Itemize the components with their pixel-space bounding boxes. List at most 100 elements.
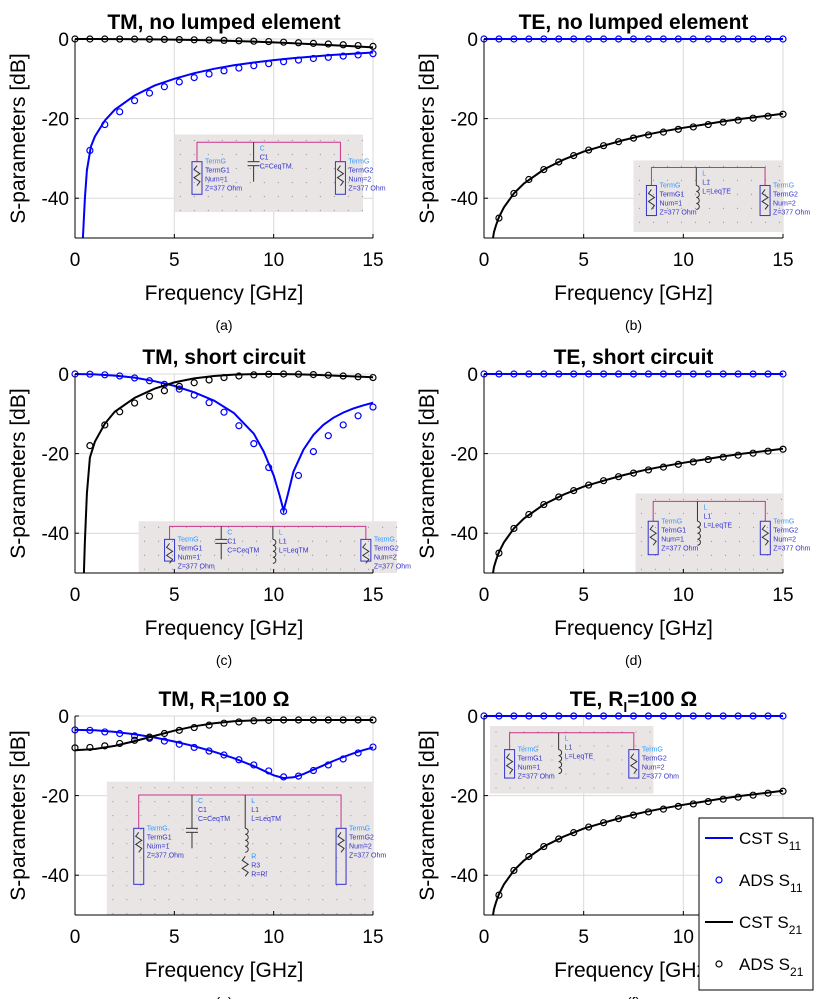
data-point-ads-s11 bbox=[734, 712, 742, 720]
element-value: L=LeqTE bbox=[702, 189, 731, 196]
grid-dot bbox=[269, 568, 272, 570]
grid-dot bbox=[752, 540, 755, 543]
panel-caption: (d) bbox=[625, 652, 642, 668]
grid-dot bbox=[724, 554, 727, 557]
data-point-ads-s21 bbox=[779, 787, 787, 795]
data-point-ads-s21 bbox=[704, 455, 712, 464]
data-point-ads-s11 bbox=[86, 370, 94, 378]
grid-dot bbox=[395, 554, 398, 556]
grid-dot bbox=[339, 554, 342, 556]
grid-dot bbox=[277, 139, 279, 142]
data-point-ads-s21 bbox=[585, 146, 593, 154]
grid-dot bbox=[495, 745, 497, 747]
data-point-ads-s11 bbox=[629, 370, 638, 378]
grid-dot bbox=[780, 526, 783, 529]
grid-dot bbox=[210, 787, 212, 789]
element-name: L1 bbox=[279, 538, 287, 545]
x-axis-label: Frequency [GHz] bbox=[145, 282, 304, 305]
grid-dot bbox=[635, 787, 637, 789]
grid-dot bbox=[179, 209, 181, 212]
grid-dot bbox=[750, 165, 753, 167]
grid-dot bbox=[322, 787, 324, 789]
grid-dot bbox=[249, 139, 251, 142]
grid-dot bbox=[607, 787, 609, 789]
grid-dot bbox=[154, 885, 156, 887]
element-value: L=LeqTE bbox=[703, 522, 732, 529]
grid-dot bbox=[708, 179, 711, 181]
grid-dot bbox=[710, 512, 713, 515]
data-point-ads-s11 bbox=[764, 370, 772, 378]
element-tag: L bbox=[279, 529, 283, 536]
grid-dot bbox=[266, 913, 268, 915]
element-tag: L bbox=[565, 736, 569, 743]
grid-dot bbox=[361, 167, 363, 170]
circuit-schematic: TermG TermG1 Num=1 Z=377 Ohm TermG TermG2 Num=… bbox=[106, 781, 386, 915]
data-point-ads-s21 bbox=[131, 35, 139, 43]
grid-dot bbox=[333, 167, 335, 170]
circuit-port: TermG TermG2 Num=2 Z=377 Ohm bbox=[335, 825, 386, 885]
port-tag: TermG bbox=[147, 825, 168, 832]
legend-label: ADS S11 bbox=[739, 871, 803, 895]
resistor-icon bbox=[193, 165, 201, 186]
y-tick-label: -20 bbox=[42, 445, 69, 466]
grid-dot bbox=[724, 540, 727, 543]
grid-dot bbox=[680, 221, 683, 223]
grid-dot bbox=[311, 568, 314, 570]
grid-dot bbox=[154, 801, 156, 803]
grid-dot bbox=[112, 801, 114, 803]
grid-dot bbox=[736, 165, 739, 167]
grid-dot bbox=[308, 899, 310, 901]
port-num: Num=1 bbox=[178, 554, 201, 561]
data-point-ads-s11 bbox=[220, 751, 228, 759]
grid-dot bbox=[710, 526, 713, 529]
data-point-ads-s11 bbox=[540, 712, 548, 720]
legend-label-sub: 21 bbox=[790, 965, 804, 979]
grid-dot bbox=[724, 568, 727, 571]
grid-dot bbox=[579, 745, 581, 747]
data-point-ads-s11 bbox=[220, 408, 228, 416]
grid-dot bbox=[308, 801, 310, 803]
grid-dot bbox=[252, 815, 254, 817]
grid-dot bbox=[126, 787, 128, 789]
port-num: Num=1 bbox=[147, 843, 170, 850]
x-tick-label: 10 bbox=[263, 585, 284, 606]
grid-dot bbox=[196, 871, 198, 873]
data-point-ads-s21 bbox=[235, 718, 243, 726]
element-value: C=CeqTM bbox=[198, 816, 230, 823]
grid-dot bbox=[196, 857, 198, 859]
grid-dot bbox=[207, 153, 209, 156]
resistor-icon bbox=[337, 832, 345, 853]
grid-dot bbox=[361, 181, 363, 184]
data-point-ads-s11 bbox=[280, 58, 288, 66]
x-axis-label: Frequency [GHz] bbox=[554, 959, 713, 982]
grid-dot bbox=[778, 221, 781, 223]
circuit-element-cap: C C1 C=CeqTM bbox=[247, 142, 292, 182]
data-point-ads-s21 bbox=[220, 36, 228, 44]
grid-dot bbox=[381, 554, 384, 556]
data-point-ads-s21 bbox=[160, 729, 168, 738]
grid-dot bbox=[196, 787, 198, 789]
data-point-ads-s21 bbox=[779, 110, 787, 118]
port-impedance: Z=377 Ohm bbox=[147, 852, 184, 859]
grid-dot bbox=[649, 773, 651, 775]
grid-dot bbox=[168, 885, 170, 887]
grid-dot bbox=[140, 829, 142, 831]
grid-dot bbox=[266, 815, 268, 817]
grid-dot bbox=[224, 843, 226, 845]
grid-dot bbox=[537, 787, 539, 789]
data-point-ads-s21 bbox=[689, 458, 697, 466]
grid-dot bbox=[294, 913, 296, 915]
data-point-ads-s21 bbox=[495, 891, 503, 899]
grid-dot bbox=[319, 181, 321, 184]
data-point-ads-s21 bbox=[525, 510, 533, 519]
data-point-ads-s11 bbox=[250, 440, 258, 448]
data-point-ads-s11 bbox=[689, 370, 697, 378]
grid-dot bbox=[291, 209, 293, 212]
data-point-ads-s21 bbox=[280, 716, 288, 724]
grid-dot bbox=[367, 568, 370, 570]
data-point-ads-s21 bbox=[324, 40, 332, 48]
grid-dot bbox=[652, 207, 655, 209]
data-point-ads-s11 bbox=[339, 52, 347, 60]
data-point-ads-s11 bbox=[309, 54, 317, 63]
